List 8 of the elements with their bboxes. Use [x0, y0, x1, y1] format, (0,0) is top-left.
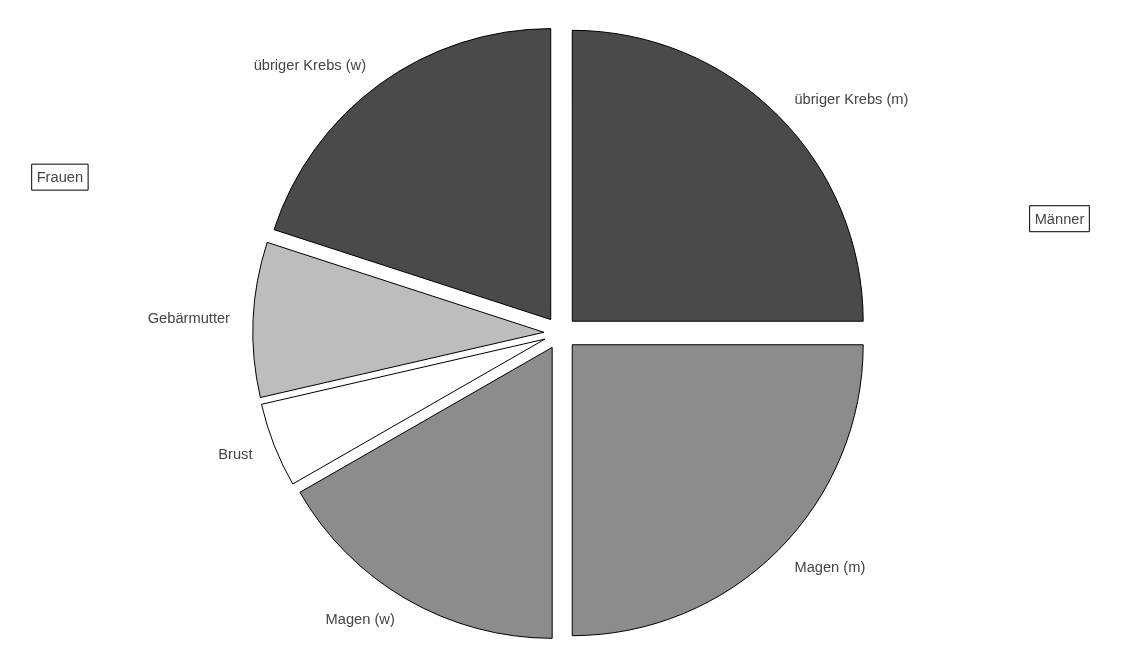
text: Frauen: [36, 169, 84, 186]
slice-label: Brust: [218, 445, 253, 462]
slice-label: Gebärmutter: [147, 310, 231, 327]
slice-label: Magen (m): [794, 558, 866, 575]
slice-label: Magen (w): [325, 611, 395, 628]
slice-label: übriger Krebs (m): [794, 91, 909, 108]
text: Männer: [1034, 210, 1085, 227]
slice-label: übriger Krebs (w): [253, 57, 367, 74]
